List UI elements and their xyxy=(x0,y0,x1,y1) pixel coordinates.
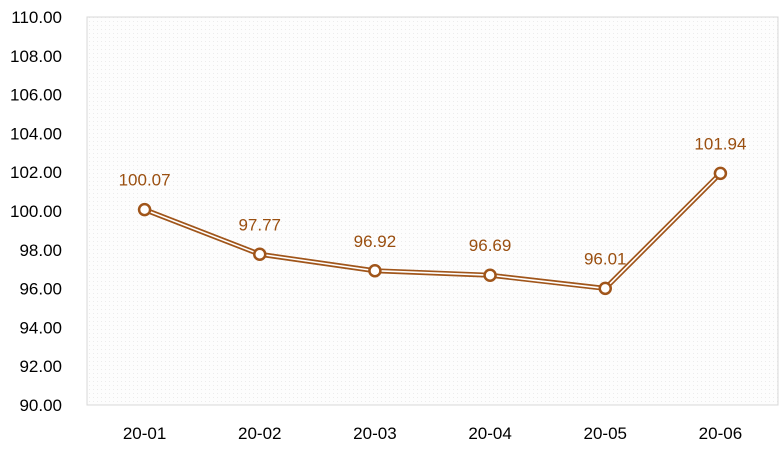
data-point xyxy=(368,264,382,278)
x-tick-label: 20-02 xyxy=(238,424,281,443)
y-tick-label: 98.00 xyxy=(19,241,62,260)
y-axis: 90.00 92.00 94.00 96.00 98.00 100.00 102.00 104… xyxy=(10,8,62,415)
y-tick-label: 90.00 xyxy=(19,396,62,415)
data-labels: 100.07 97.77 96.92 96.69 96.01 101.94 xyxy=(119,134,747,268)
x-tick-label: 20-04 xyxy=(468,424,511,443)
y-tick-label: 92.00 xyxy=(19,357,62,376)
y-tick-label: 100.00 xyxy=(10,202,62,221)
data-point xyxy=(137,202,152,217)
y-tick-label: 108.00 xyxy=(10,47,62,66)
y-tick-label: 110.00 xyxy=(11,8,62,27)
x-axis: 20-01 20-02 20-03 20-04 20-05 20-06 xyxy=(123,424,742,443)
data-label: 97.77 xyxy=(238,215,281,234)
y-tick-label: 102.00 xyxy=(10,163,62,182)
x-tick-label: 20-03 xyxy=(353,424,396,443)
data-point xyxy=(713,166,728,181)
data-label: 100.07 xyxy=(119,171,171,190)
data-label: 96.01 xyxy=(584,249,627,268)
y-tick-label: 96.00 xyxy=(19,280,62,299)
x-tick-label: 20-06 xyxy=(699,424,742,443)
y-tick-label: 106.00 xyxy=(10,86,62,105)
data-point xyxy=(598,281,612,296)
series-line-highlight xyxy=(143,172,722,290)
x-tick-label: 20-05 xyxy=(584,424,627,443)
y-tick-label: 94.00 xyxy=(19,318,62,337)
series-layer xyxy=(137,166,728,296)
data-label: 101.94 xyxy=(694,134,746,153)
data-label: 96.69 xyxy=(469,236,512,255)
data-label: 96.92 xyxy=(354,232,397,251)
y-tick-label: 104.00 xyxy=(10,124,62,143)
data-point xyxy=(253,247,267,262)
x-tick-label: 20-01 xyxy=(123,424,166,443)
plot-area xyxy=(86,16,779,406)
data-point xyxy=(483,268,497,282)
